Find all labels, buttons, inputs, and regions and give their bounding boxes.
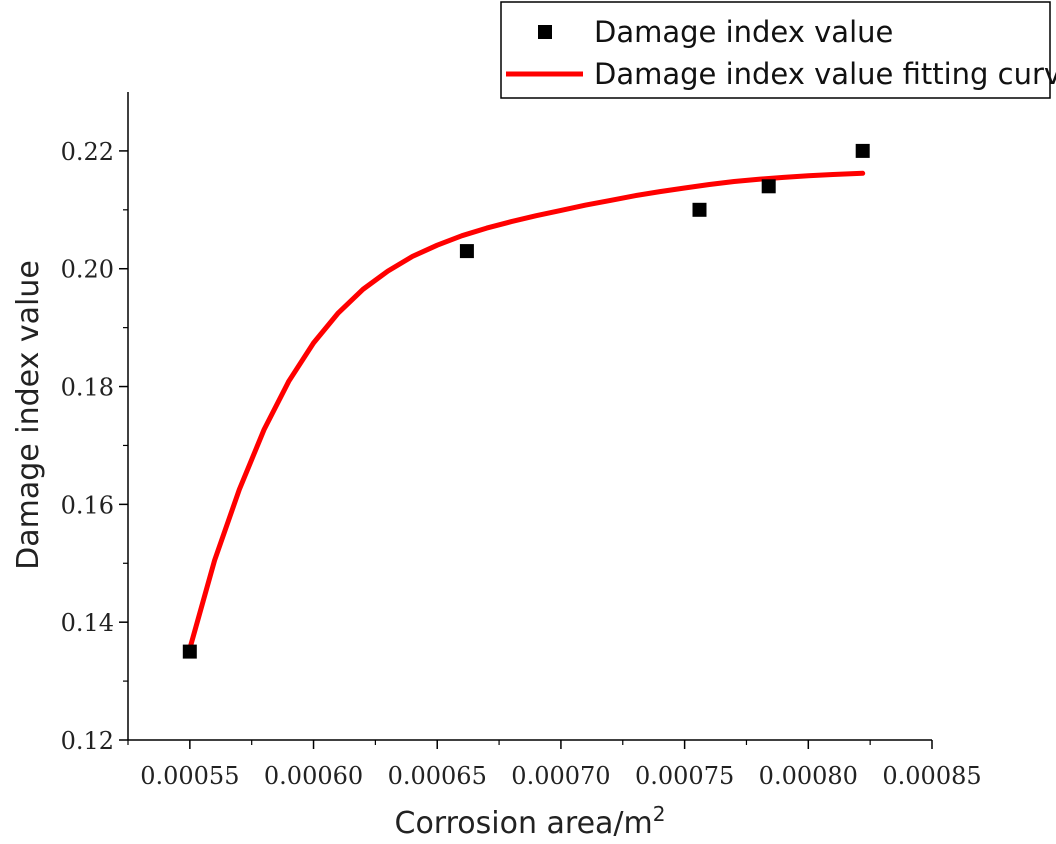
legend-marker-square bbox=[538, 25, 552, 39]
x-axis-title: Corrosion area/m2 bbox=[395, 802, 666, 841]
y-tick-label: 0.16 bbox=[61, 491, 114, 519]
y-axis-title: Damage index value bbox=[11, 260, 46, 570]
data-point bbox=[761, 179, 776, 194]
data-point bbox=[459, 244, 474, 259]
x-axis-title-superscript: 2 bbox=[653, 802, 666, 826]
x-tick-label: 0.00055 bbox=[140, 762, 239, 790]
legend-box bbox=[500, 1, 1051, 99]
legend-label-curve: Damage index value fitting curve bbox=[594, 57, 1056, 91]
x-tick-label: 0.00070 bbox=[511, 762, 610, 790]
legend: Damage index value Damage index value fi… bbox=[500, 1, 1056, 99]
plot-area bbox=[182, 143, 870, 659]
fitting-curve-line bbox=[187, 170, 866, 652]
axes: 0.00055 0.00060 0.00065 0.00070 0.00075 0.000… bbox=[61, 92, 982, 790]
y-tick-label: 0.14 bbox=[61, 609, 114, 637]
data-point bbox=[855, 143, 870, 158]
y-tick-label: 0.12 bbox=[61, 727, 114, 755]
x-tick-label: 0.00065 bbox=[388, 762, 487, 790]
data-point bbox=[692, 202, 707, 217]
legend-label-points: Damage index value bbox=[594, 15, 893, 49]
x-tick-label: 0.00075 bbox=[635, 762, 734, 790]
y-tick-label: 0.20 bbox=[61, 256, 114, 284]
y-tick-label: 0.18 bbox=[61, 374, 114, 402]
x-tick-label: 0.00080 bbox=[759, 762, 858, 790]
y-tick-label: 0.22 bbox=[61, 138, 114, 166]
x-tick-label: 0.00085 bbox=[882, 762, 981, 790]
x-tick-label: 0.00060 bbox=[264, 762, 363, 790]
data-point bbox=[182, 644, 197, 659]
